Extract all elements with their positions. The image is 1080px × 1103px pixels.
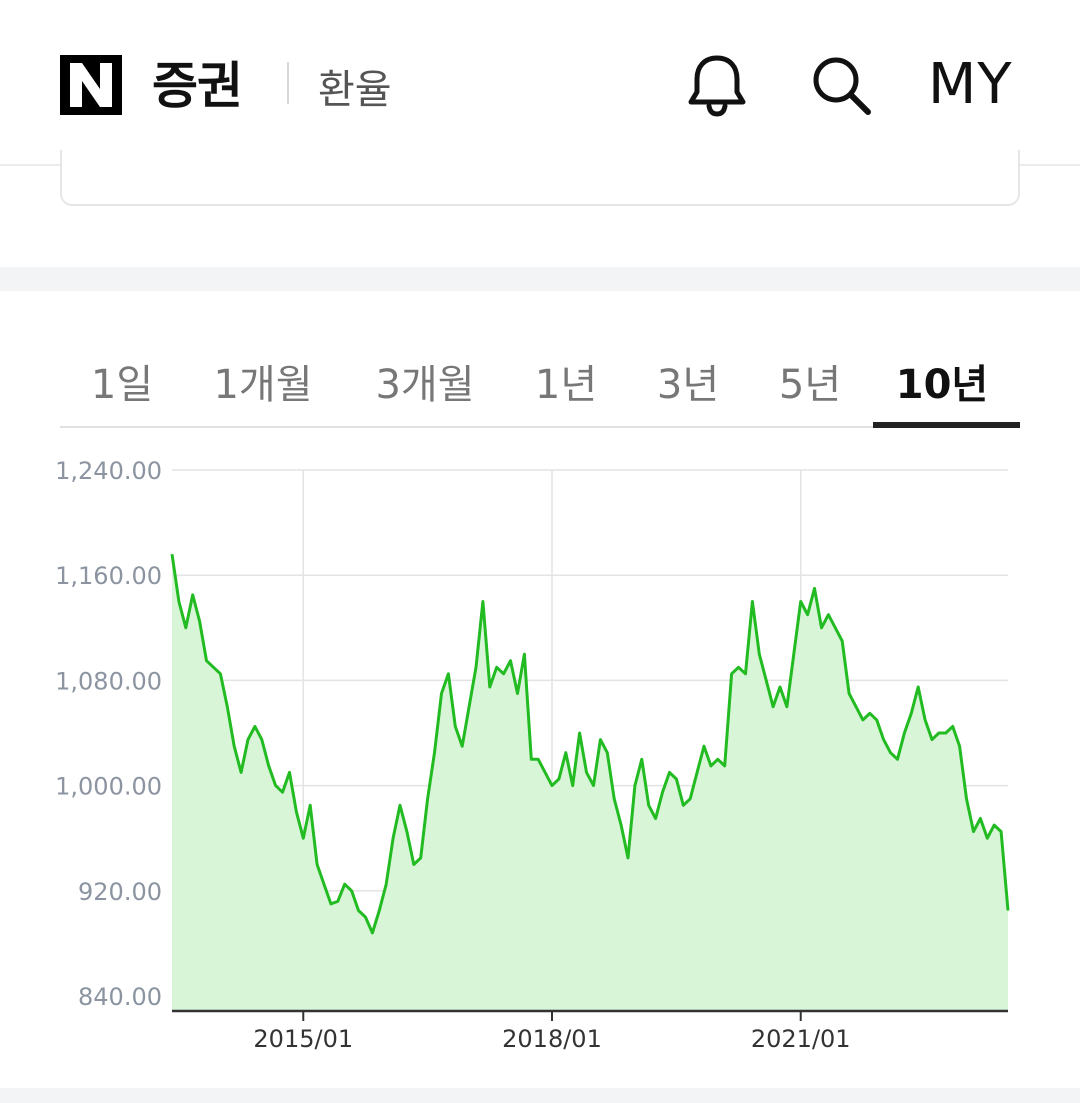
header-divider bbox=[287, 62, 289, 104]
tab-10years[interactable]: 10년 bbox=[895, 362, 989, 408]
y-tick-label-2: 1,080.00 bbox=[55, 667, 162, 695]
notification-button[interactable] bbox=[682, 50, 752, 120]
y-tick-label-4: 920.00 bbox=[78, 878, 162, 906]
search-icon bbox=[813, 57, 871, 115]
tab-1month[interactable]: 1개월 bbox=[213, 362, 313, 408]
period-tabs: 1일 1개월 3개월 1년 3년 5년 10년 bbox=[60, 330, 1020, 428]
x-tick-label-2: 2021/01 bbox=[751, 1025, 851, 1050]
y-tick-label-3: 1,000.00 bbox=[55, 773, 162, 801]
naver-n-logo-icon bbox=[60, 55, 122, 115]
series-area-fill bbox=[172, 554, 1008, 1011]
tab-1day[interactable]: 1일 bbox=[90, 362, 154, 408]
active-tab-indicator bbox=[873, 422, 1020, 428]
x-axis-labels: 2015/01 2018/01 2021/01 bbox=[253, 1025, 850, 1050]
tab-3months[interactable]: 3개월 bbox=[375, 362, 475, 408]
tab-3years[interactable]: 3년 bbox=[656, 362, 720, 408]
x-tick-label-0: 2015/01 bbox=[253, 1025, 353, 1050]
series-line bbox=[170, 553, 1010, 935]
section-divider bbox=[0, 267, 1080, 291]
app-header: 증권 환율 MY bbox=[0, 0, 1080, 166]
bottom-divider bbox=[0, 1088, 1080, 1103]
tab-5years[interactable]: 5년 bbox=[778, 362, 842, 408]
naver-logo[interactable] bbox=[60, 55, 122, 115]
y-tick-label-0: 1,240.00 bbox=[55, 457, 162, 485]
section-title: 환율 bbox=[318, 67, 392, 113]
search-button[interactable] bbox=[806, 50, 876, 120]
y-axis-labels: 1,240.00 1,160.00 1,080.00 1,000.00 920.00 84… bbox=[55, 457, 162, 1011]
brand-title[interactable]: 증권 bbox=[152, 57, 243, 115]
bell-icon bbox=[688, 55, 746, 117]
my-button[interactable]: MY bbox=[928, 52, 1013, 117]
y-tick-label-5: 840.00 bbox=[78, 983, 162, 1011]
tab-1year[interactable]: 1년 bbox=[534, 362, 598, 408]
x-tick-label-1: 2018/01 bbox=[502, 1025, 602, 1050]
exchange-rate-chart[interactable]: 1,240.00 1,160.00 1,080.00 1,000.00 920.00 84… bbox=[0, 440, 1080, 1050]
previous-card-edge bbox=[60, 150, 1020, 206]
y-tick-label-1: 1,160.00 bbox=[55, 562, 162, 590]
